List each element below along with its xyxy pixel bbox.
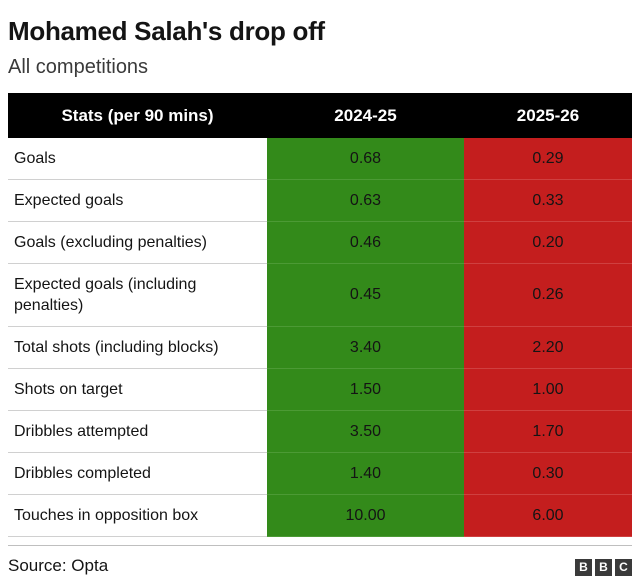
value-2025-26: 0.30 <box>464 452 632 495</box>
value-2024-25: 0.45 <box>267 263 464 327</box>
column-header-stat: Stats (per 90 mins) <box>8 93 267 138</box>
value-2025-26: 0.20 <box>464 221 632 264</box>
value-2024-25: 0.46 <box>267 221 464 264</box>
table-row: Goals 0.68 0.29 <box>8 138 632 180</box>
table-row: Touches in opposition box 10.00 6.00 <box>8 494 632 537</box>
table-row: Dribbles completed 1.40 0.30 <box>8 452 632 495</box>
chart-title: Mohamed Salah's drop off <box>8 16 325 46</box>
value-2024-25: 0.63 <box>267 179 464 222</box>
value-2025-26: 1.70 <box>464 410 632 453</box>
stat-label: Dribbles attempted <box>8 410 267 453</box>
stat-label: Expected goals <box>8 179 267 222</box>
footer-divider <box>8 545 632 546</box>
stat-label: Shots on target <box>8 368 267 411</box>
column-header-2025-26: 2025-26 <box>464 93 632 138</box>
table-body: Goals 0.68 0.29 Expected goals 0.63 0.33 Goals… <box>8 138 632 537</box>
value-2025-26: 0.29 <box>464 138 632 180</box>
column-header-2024-25: 2024-25 <box>267 93 464 138</box>
table-row: Expected goals (including penalties) 0.45… <box>8 263 632 327</box>
stats-table: Stats (per 90 mins) 2024-25 2025-26 Goal… <box>8 93 632 537</box>
bbc-logo-letter: C <box>615 559 632 576</box>
bbc-logo-letter: B <box>595 559 612 576</box>
stat-label: Total shots (including blocks) <box>8 326 267 369</box>
bbc-logo-letter: B <box>575 559 592 576</box>
value-2024-25: 10.00 <box>267 494 464 537</box>
stat-label: Goals <box>8 138 267 180</box>
stat-label: Touches in opposition box <box>8 494 267 537</box>
table-row: Total shots (including blocks) 3.40 2.20 <box>8 326 632 369</box>
stat-label: Goals (excluding penalties) <box>8 221 267 264</box>
stat-label: Expected goals (including penalties) <box>8 263 267 327</box>
value-2025-26: 0.26 <box>464 263 632 327</box>
value-2025-26: 6.00 <box>464 494 632 537</box>
table-header-row: Stats (per 90 mins) 2024-25 2025-26 <box>8 93 632 138</box>
stat-label: Dribbles completed <box>8 452 267 495</box>
bbc-logo: B B C <box>575 559 632 576</box>
source-note: Source: Opta <box>8 556 109 575</box>
value-2025-26: 0.33 <box>464 179 632 222</box>
table-row: Expected goals 0.63 0.33 <box>8 179 632 222</box>
value-2024-25: 1.40 <box>267 452 464 495</box>
value-2024-25: 3.40 <box>267 326 464 369</box>
value-2024-25: 1.50 <box>267 368 464 411</box>
value-2024-25: 0.68 <box>267 138 464 180</box>
value-2025-26: 2.20 <box>464 326 632 369</box>
chart-subtitle: All competitions <box>8 56 149 78</box>
value-2025-26: 1.00 <box>464 368 632 411</box>
table-row: Shots on target 1.50 1.00 <box>8 368 632 411</box>
table-row: Dribbles attempted 3.50 1.70 <box>8 410 632 453</box>
table-row: Goals (excluding penalties) 0.46 0.20 <box>8 221 632 264</box>
value-2024-25: 3.50 <box>267 410 464 453</box>
